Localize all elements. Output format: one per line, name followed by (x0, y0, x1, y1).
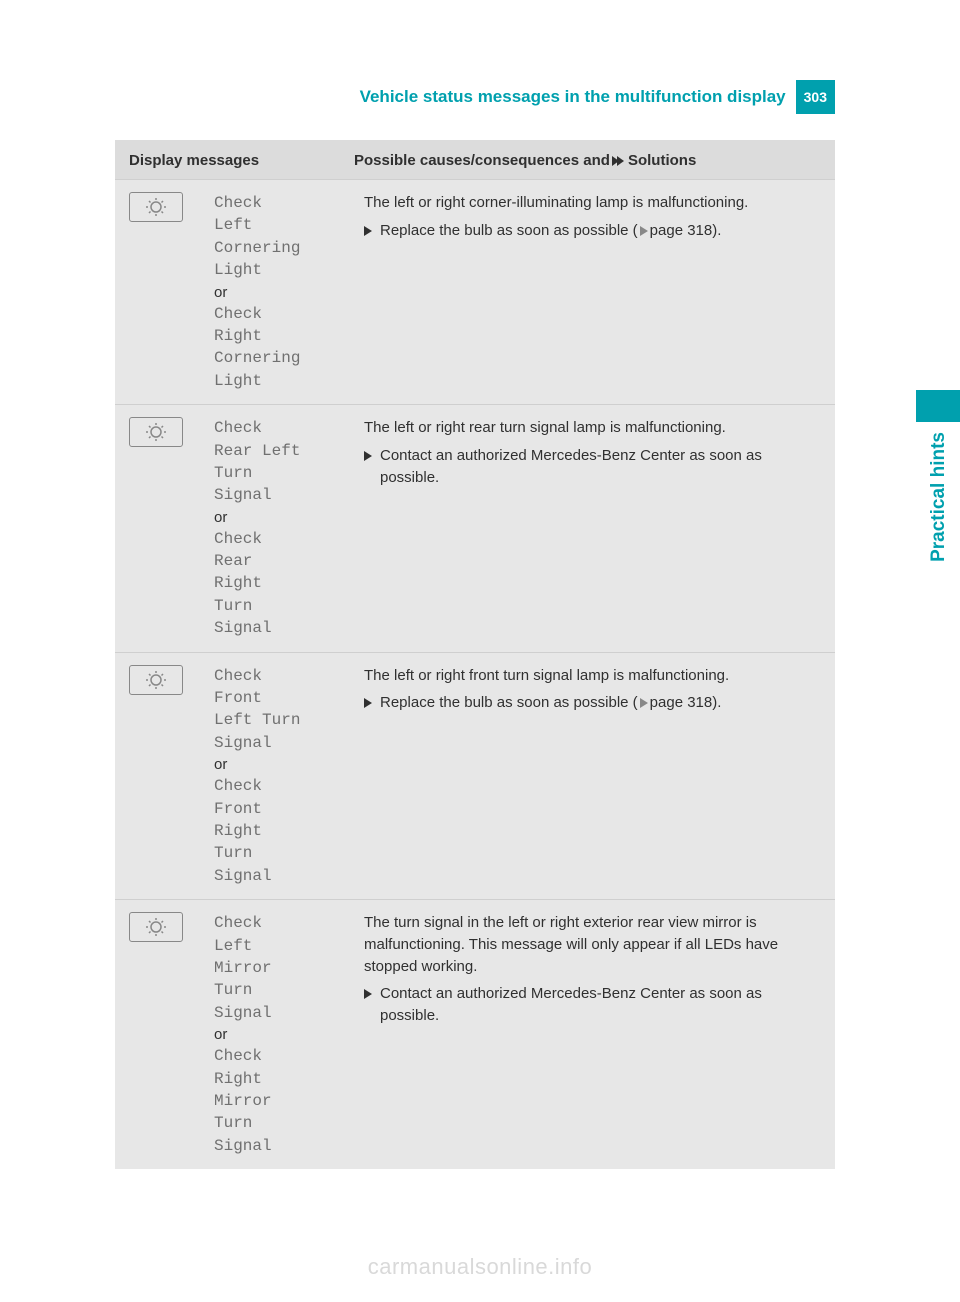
page-ref-icon (640, 698, 648, 708)
solution-step: Contact an authorized Mercedes-Benz Cent… (364, 983, 821, 1027)
msg-text-2: Check Right Cornering Light (214, 303, 354, 393)
double-arrow-icon (614, 156, 624, 166)
solution-description: The turn signal in the left or right ext… (364, 912, 821, 977)
msg-or: or (214, 282, 354, 303)
row-message-cell: Check Left Mirror Turn Signal or Check R… (214, 912, 354, 1157)
step-text: Replace the bulb as soon as possible (pa… (380, 692, 821, 714)
row-message-cell: Check Left Cornering Light or Check Righ… (214, 192, 354, 392)
solution-description: The left or right front turn signal lamp… (364, 665, 821, 687)
step-text: Replace the bulb as soon as possible (pa… (380, 220, 821, 242)
solution-description: The left or right rear turn signal lamp … (364, 417, 821, 439)
page-title: Vehicle status messages in the multifunc… (360, 80, 796, 114)
col-header-solutions: Possible causes/consequences and Solutio… (354, 152, 821, 169)
msg-or: or (214, 754, 354, 775)
msg-text-2: Check Right Mirror Turn Signal (214, 1045, 354, 1157)
step-marker-icon (364, 220, 374, 242)
col-header-suffix: Solutions (628, 152, 696, 169)
bulb-svg (142, 670, 170, 690)
page-content: Vehicle status messages in the multifunc… (115, 80, 835, 1169)
solution-step: Replace the bulb as soon as possible (pa… (364, 692, 821, 714)
page-ref-icon (640, 226, 648, 236)
bulb-icon (129, 417, 183, 447)
msg-text-1: Check Rear Left Turn Signal (214, 417, 354, 507)
row-message-cell: Check Rear Left Turn Signal or Check Rea… (214, 417, 354, 640)
msg-text-2: Check Front Right Turn Signal (214, 775, 354, 887)
row-icon-cell (129, 665, 214, 888)
step-marker-icon (364, 983, 374, 1027)
row-icon-cell (129, 912, 214, 1157)
page-header: Vehicle status messages in the multifunc… (115, 80, 835, 114)
messages-table: Display messages Possible causes/consequ… (115, 140, 835, 1169)
table-row: Check Front Left Turn Signal or Check Fr… (115, 652, 835, 900)
solution-step: Replace the bulb as soon as possible (pa… (364, 220, 821, 242)
step-text: Contact an authorized Mercedes-Benz Cent… (380, 445, 821, 489)
bulb-icon (129, 665, 183, 695)
step-marker-icon (364, 692, 374, 714)
msg-or: or (214, 507, 354, 528)
tab-color-block (916, 390, 960, 422)
msg-or: or (214, 1024, 354, 1045)
msg-text-1: Check Front Left Turn Signal (214, 665, 354, 755)
row-solution-cell: The left or right corner-illuminating la… (354, 192, 821, 392)
bulb-svg (142, 917, 170, 937)
table-row: Check Rear Left Turn Signal or Check Rea… (115, 404, 835, 652)
row-solution-cell: The turn signal in the left or right ext… (354, 912, 821, 1157)
bulb-icon (129, 912, 183, 942)
col-header-prefix: Possible causes/consequences and (354, 152, 610, 169)
solution-step: Contact an authorized Mercedes-Benz Cent… (364, 445, 821, 489)
msg-text-2: Check Rear Right Turn Signal (214, 528, 354, 640)
section-tab: Practical hints (916, 390, 960, 600)
bulb-icon (129, 192, 183, 222)
row-message-cell: Check Front Left Turn Signal or Check Fr… (214, 665, 354, 888)
msg-text-1: Check Left Mirror Turn Signal (214, 912, 354, 1024)
msg-text-1: Check Left Cornering Light (214, 192, 354, 282)
table-row: Check Left Cornering Light or Check Righ… (115, 179, 835, 404)
solution-description: The left or right corner-illuminating la… (364, 192, 821, 214)
watermark: carmanualsonline.info (0, 1254, 960, 1280)
bulb-svg (142, 197, 170, 217)
step-text: Contact an authorized Mercedes-Benz Cent… (380, 983, 821, 1027)
table-header: Display messages Possible causes/consequ… (115, 140, 835, 179)
page-number: 303 (796, 80, 835, 114)
step-marker-icon (364, 445, 374, 489)
row-icon-cell (129, 192, 214, 392)
row-solution-cell: The left or right front turn signal lamp… (354, 665, 821, 888)
col-header-display: Display messages (129, 152, 354, 169)
row-solution-cell: The left or right rear turn signal lamp … (354, 417, 821, 640)
bulb-svg (142, 422, 170, 442)
tab-label: Practical hints (928, 432, 950, 562)
row-icon-cell (129, 417, 214, 640)
table-row: Check Left Mirror Turn Signal or Check R… (115, 899, 835, 1169)
